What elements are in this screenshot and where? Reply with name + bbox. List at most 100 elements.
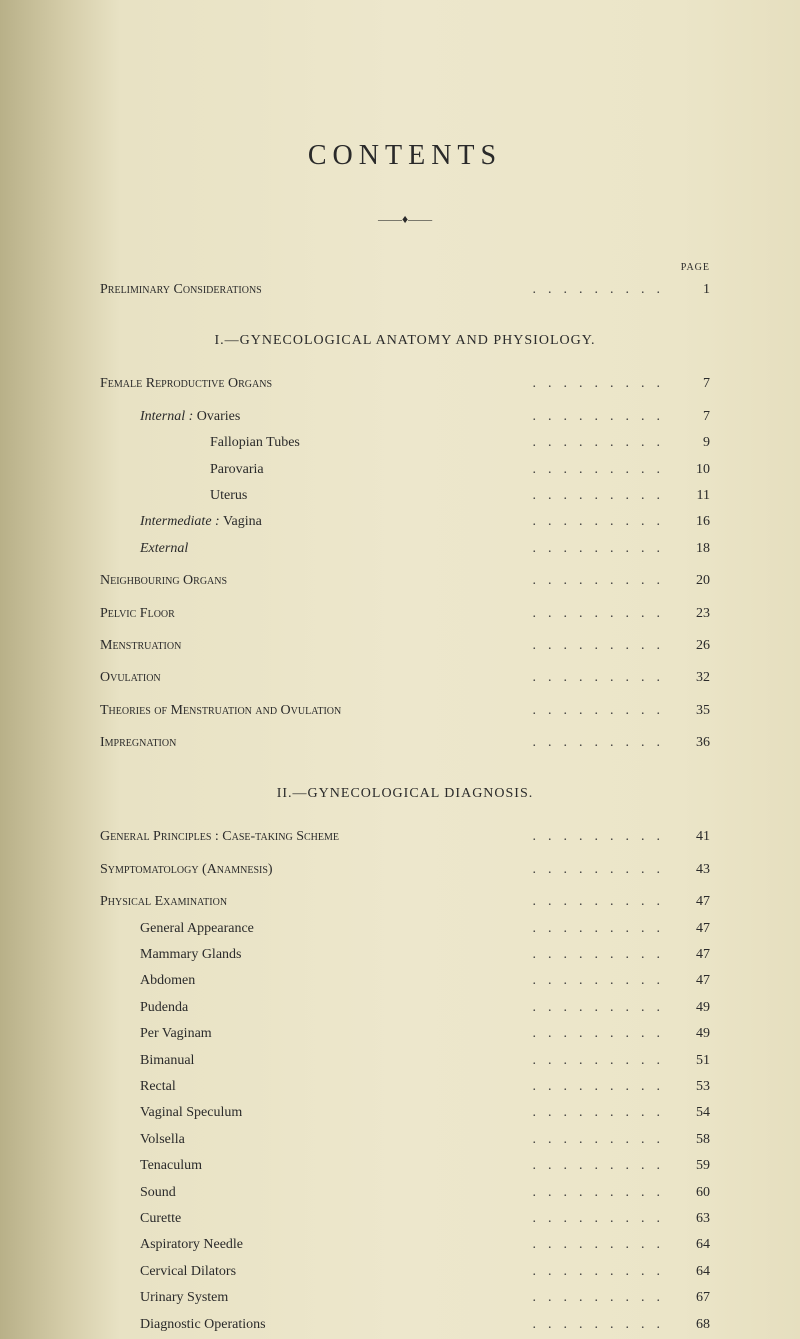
toc-page: 36: [680, 732, 710, 754]
toc-dots: .........: [227, 570, 680, 592]
toc-page: 58: [680, 1129, 710, 1151]
toc-row-theories: Theories of Menstruation and Ovulation .…: [100, 700, 710, 722]
toc-dots: .........: [181, 1208, 680, 1230]
toc-row-intermediate-vagina: Intermediate : Vagina ......... 16: [100, 511, 710, 533]
toc-label: Ovulation: [100, 667, 161, 689]
toc-label: Pudenda: [140, 997, 188, 1019]
toc-label: Theories of Menstruation and Ovulation: [100, 700, 341, 722]
toc-dots: .........: [240, 406, 680, 428]
toc-label: Diagnostic Operations: [140, 1314, 266, 1336]
toc-label: Menstruation: [100, 635, 181, 657]
toc-label: General Appearance: [140, 918, 254, 940]
toc-dots: .........: [262, 511, 680, 533]
toc-label: Volsella: [140, 1129, 185, 1151]
toc-page: 9: [680, 432, 710, 454]
toc-label: Uterus: [210, 485, 247, 507]
toc-label: Impregnation: [100, 732, 176, 754]
toc-page: 60: [680, 1182, 710, 1204]
toc-page: 16: [680, 511, 710, 533]
toc-dots: .........: [228, 1287, 680, 1309]
toc-dots: .........: [176, 1076, 680, 1098]
toc-page: 23: [680, 603, 710, 625]
toc-dots: .........: [264, 459, 680, 481]
toc-label: Physical Examination: [100, 891, 227, 913]
toc-row-pudenda: Pudenda ......... 49: [100, 997, 710, 1019]
divider-ornament: ——♦——: [100, 212, 710, 227]
toc-row-menstruation: Menstruation ......... 26: [100, 635, 710, 657]
toc-dots: .........: [242, 1102, 680, 1124]
toc-page: 11: [680, 485, 710, 507]
toc-label: Aspiratory Needle: [140, 1234, 243, 1256]
toc-dots: .........: [227, 891, 680, 913]
toc-label: Neighbouring Organs: [100, 570, 227, 592]
toc-row-vaginal-speculum: Vaginal Speculum ......... 54: [100, 1102, 710, 1124]
toc-page: 47: [680, 918, 710, 940]
toc-page: 41: [680, 826, 710, 848]
toc-row-impregnation: Impregnation ......... 36: [100, 732, 710, 754]
toc-dots: .........: [161, 667, 680, 689]
toc-dots: .........: [176, 1182, 680, 1204]
page-column-label: PAGE: [100, 262, 710, 273]
toc-row-general-principles: General Principles : Case-taking Scheme …: [100, 826, 710, 848]
toc-row-general-appearance: General Appearance ......... 47: [100, 918, 710, 940]
toc-row-cervical: Cervical Dilators ......... 64: [100, 1261, 710, 1283]
toc-row-per-vaginam: Per Vaginam ......... 49: [100, 1023, 710, 1045]
toc-row-physical-exam: Physical Examination ......... 47: [100, 891, 710, 913]
toc-page: 59: [680, 1155, 710, 1177]
toc-page: 47: [680, 944, 710, 966]
toc-row-preliminary: Preliminary Considerations ......... 1: [100, 279, 710, 301]
toc-row-diagnostic: Diagnostic Operations ......... 68: [100, 1314, 710, 1336]
toc-page: 7: [680, 406, 710, 428]
toc-dots: .........: [185, 1129, 680, 1151]
toc-dots: .........: [247, 485, 680, 507]
toc-row-sound: Sound ......... 60: [100, 1182, 710, 1204]
toc-dots: .........: [188, 997, 680, 1019]
toc-dots: .........: [181, 635, 680, 657]
toc-row-curette: Curette ......... 63: [100, 1208, 710, 1230]
toc-row-uterus: Uterus ......... 11: [100, 485, 710, 507]
toc-dots: .........: [175, 603, 680, 625]
toc-page: 32: [680, 667, 710, 689]
toc-page: 10: [680, 459, 710, 481]
toc-label: Intermediate : Vagina: [140, 511, 262, 533]
toc-label: Preliminary Considerations: [100, 279, 262, 301]
toc-page: 26: [680, 635, 710, 657]
toc-row-urinary: Urinary System ......... 67: [100, 1287, 710, 1309]
toc-label: External: [140, 538, 188, 560]
section-heading-1: I.—GYNECOLOGICAL ANATOMY AND PHYSIOLOGY.: [100, 333, 710, 349]
toc-label: Urinary System: [140, 1287, 228, 1309]
toc-label: Female Reproductive Organs: [100, 373, 272, 395]
toc-dots: .........: [241, 944, 680, 966]
toc-page: 63: [680, 1208, 710, 1230]
toc-page: 47: [680, 970, 710, 992]
toc-page: 68: [680, 1314, 710, 1336]
toc-label: Tenaculum: [140, 1155, 202, 1177]
toc-label: Per Vaginam: [140, 1023, 212, 1045]
page-title: CONTENTS: [100, 140, 710, 172]
toc-dots: .........: [236, 1261, 680, 1283]
toc-row-mammary: Mammary Glands ......... 47: [100, 944, 710, 966]
toc-row-tenaculum: Tenaculum ......... 59: [100, 1155, 710, 1177]
toc-row-bimanual: Bimanual ......... 51: [100, 1050, 710, 1072]
toc-row-fallopian: Fallopian Tubes ......... 9: [100, 432, 710, 454]
toc-label: Cervical Dilators: [140, 1261, 236, 1283]
toc-dots: .........: [243, 1234, 680, 1256]
toc-page: 20: [680, 570, 710, 592]
toc-label: Parovaria: [210, 459, 264, 481]
toc-row-volsella: Volsella ......... 58: [100, 1129, 710, 1151]
toc-page: 53: [680, 1076, 710, 1098]
toc-dots: .........: [262, 279, 680, 301]
toc-label: Sound: [140, 1182, 176, 1204]
toc-page: 49: [680, 1023, 710, 1045]
toc-row-ovulation: Ovulation ......... 32: [100, 667, 710, 689]
toc-page: 47: [680, 891, 710, 913]
toc-page: 35: [680, 700, 710, 722]
toc-label: General Principles : Case-taking Scheme: [100, 826, 339, 848]
toc-dots: .........: [341, 700, 680, 722]
toc-page: 51: [680, 1050, 710, 1072]
toc-label: Bimanual: [140, 1050, 194, 1072]
toc-dots: .........: [339, 826, 680, 848]
toc-dots: .........: [272, 373, 680, 395]
toc-label: Rectal: [140, 1076, 176, 1098]
toc-row-symptomatology: Symptomatology (Anamnesis) ......... 43: [100, 859, 710, 881]
